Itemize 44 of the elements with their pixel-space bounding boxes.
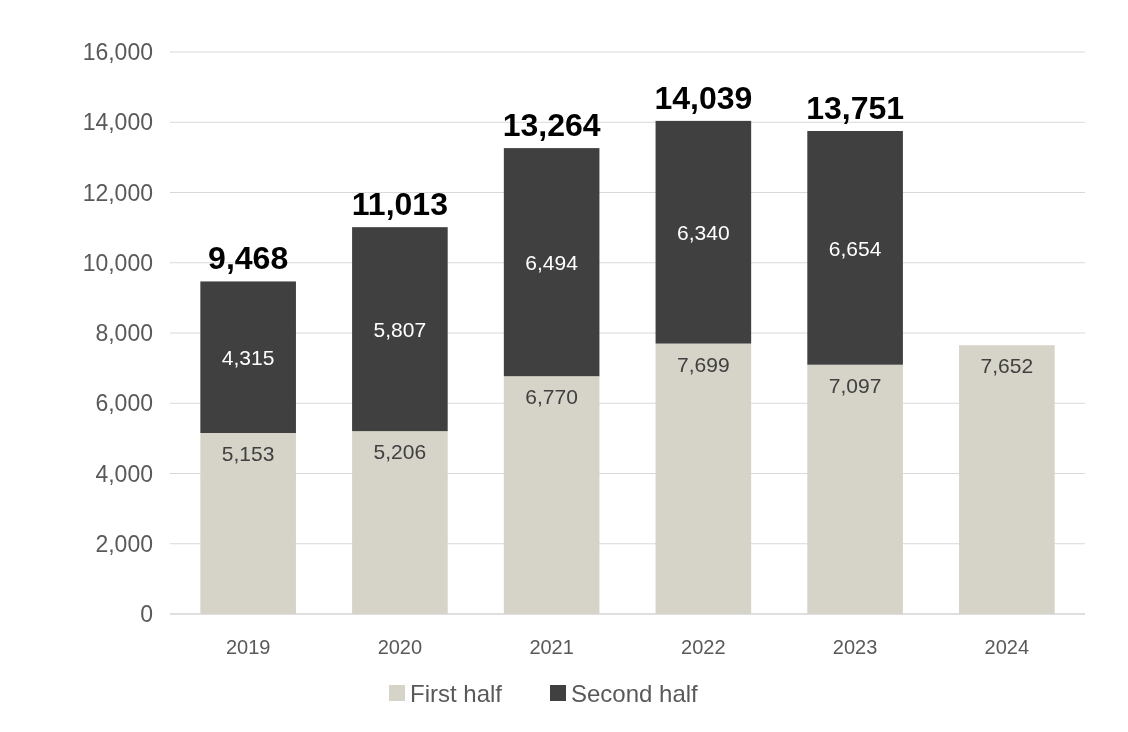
data-label: 7,699 xyxy=(677,352,730,376)
bar xyxy=(503,148,600,377)
data-label: 4,315 xyxy=(221,346,275,370)
y-tick-label: 12,000 xyxy=(82,179,153,206)
y-tick-label: 4,000 xyxy=(95,460,153,487)
legend-label: First half xyxy=(410,680,503,707)
data-label: 5,153 xyxy=(221,442,275,465)
y-tick-label: 2,000 xyxy=(95,530,153,557)
bar xyxy=(200,433,296,614)
data-label: 6,654 xyxy=(828,236,882,260)
total-label: 13,264 xyxy=(502,107,601,144)
bar xyxy=(655,120,752,344)
bar xyxy=(352,227,448,432)
data-label: 7,097 xyxy=(828,373,882,397)
data-label: 6,770 xyxy=(525,385,578,409)
total-label: 11,013 xyxy=(351,186,448,223)
y-tick-label: 6,000 xyxy=(95,390,153,417)
bar xyxy=(503,376,600,614)
bar xyxy=(807,131,903,365)
x-tick-label: 2019 xyxy=(225,636,271,658)
x-tick-label: 2020 xyxy=(377,636,423,658)
legend-label: Second half xyxy=(571,680,699,707)
data-label: 6,494 xyxy=(525,251,579,275)
bar xyxy=(352,431,448,614)
y-tick-label: 14,000 xyxy=(82,109,153,136)
bar xyxy=(200,281,296,433)
data-label: 5,807 xyxy=(373,318,427,342)
y-tick-label: 16,000 xyxy=(82,39,153,66)
data-label: 7,652 xyxy=(980,354,1034,378)
data-label: 6,340 xyxy=(677,221,730,245)
total-label: 13,751 xyxy=(806,90,905,126)
y-tick-label: 10,000 xyxy=(82,249,153,276)
data-label: 5,206 xyxy=(373,440,427,464)
bar xyxy=(807,364,903,614)
bar xyxy=(655,343,752,614)
x-tick-label: 2021 xyxy=(529,636,574,658)
x-tick-label: 2022 xyxy=(681,636,726,658)
x-tick-label: 2024 xyxy=(984,636,1030,658)
total-label: 9,468 xyxy=(208,240,289,277)
total-label: 14,039 xyxy=(654,79,753,116)
x-tick-label: 2023 xyxy=(832,636,878,658)
bar xyxy=(959,345,1055,614)
y-tick-label: 8,000 xyxy=(95,320,153,347)
y-tick-label: 0 xyxy=(140,601,153,628)
